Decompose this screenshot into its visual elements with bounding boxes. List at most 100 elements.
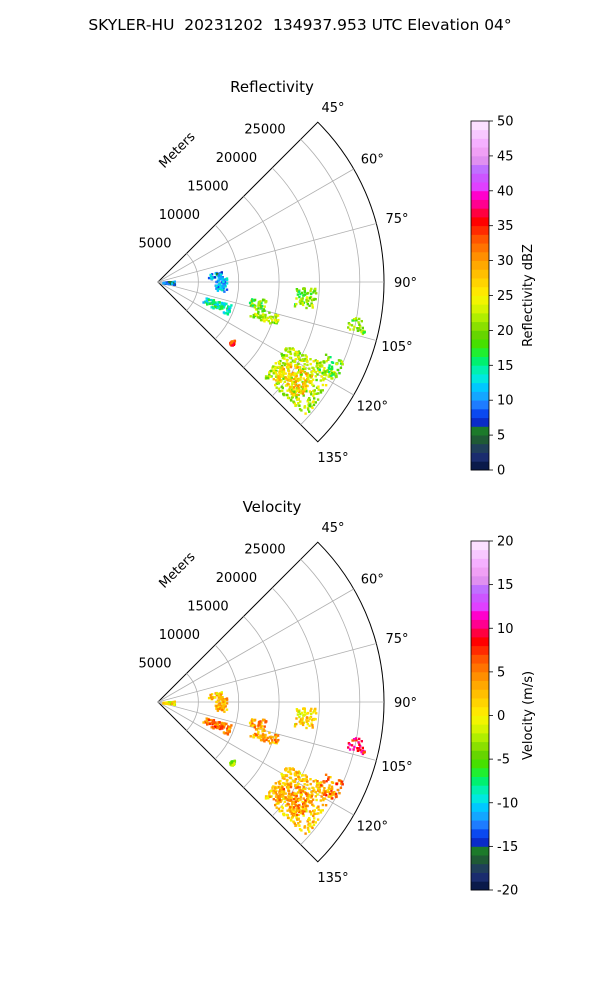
- colorbar-band: [471, 278, 489, 288]
- radar-gate: [252, 313, 255, 317]
- radar-gate: [302, 394, 305, 397]
- radar-gate: [310, 375, 313, 378]
- radar-gate: [223, 280, 227, 284]
- radar-gate: [297, 804, 300, 808]
- radar-gate: [271, 786, 274, 789]
- radar-gate: [306, 820, 309, 823]
- radar-gate: [335, 362, 338, 366]
- radar-gate: [361, 329, 365, 332]
- radar-gate: [302, 714, 305, 717]
- radar-gate: [318, 788, 321, 791]
- radar-gate: [222, 311, 226, 314]
- radar-gate: [257, 730, 260, 733]
- radar-gate: [290, 392, 293, 395]
- radar-gate: [294, 778, 297, 781]
- radar-gate: [297, 350, 301, 353]
- radar-gate: [210, 306, 213, 309]
- radar-gate: [308, 390, 312, 393]
- radar-gate: [358, 317, 361, 321]
- radar-gate: [230, 304, 233, 307]
- radar-gate: [319, 391, 323, 394]
- colorbar-band: [471, 121, 489, 131]
- radar-gate: [216, 692, 219, 696]
- reflectivity-chart: Reflectivity 45° 60° 75° 90° 105° 120° 135° 5000…: [138, 78, 536, 479]
- radar-gate: [323, 361, 326, 364]
- radar-gate: [277, 376, 280, 379]
- colorbar-band: [471, 575, 489, 586]
- radar-gate: [327, 356, 330, 359]
- radar-gate: [292, 373, 295, 377]
- radar-gate: [314, 359, 317, 362]
- radar-gate: [327, 776, 330, 779]
- radar-gate: [274, 383, 277, 387]
- radar-gate: [308, 404, 311, 408]
- radar-gate: [278, 374, 281, 377]
- radar-gate: [253, 718, 257, 722]
- radar-gate: [273, 321, 277, 325]
- radar-gate: [220, 301, 224, 305]
- radar-gate: [257, 310, 260, 313]
- radar-gate: [292, 768, 295, 771]
- radar-gate: [266, 736, 270, 740]
- radar-gate: [289, 772, 292, 776]
- radar-gate: [220, 284, 223, 288]
- radar-gate: [293, 822, 297, 825]
- radar-gate: [275, 386, 278, 389]
- radar-gate: [284, 769, 288, 772]
- radar-gate: [297, 770, 301, 773]
- radar-gate: [263, 739, 266, 742]
- velocity-chart: Velocity 45° 60° 75° 90° 105° 120° 135° 5000 1000…: [138, 498, 536, 899]
- colorbar-label: Velocity (m/s): [521, 671, 536, 760]
- radar-gate: [297, 356, 300, 359]
- radar-gate: [290, 796, 293, 800]
- radar-gate: [249, 724, 253, 727]
- colorbar-band: [471, 408, 489, 419]
- radar-gate: [319, 809, 322, 812]
- colorbar-label: Reflectivity dBZ: [521, 244, 536, 347]
- radar-gate: [293, 372, 296, 375]
- radar-gate: [348, 748, 352, 751]
- radar-gate: [297, 397, 300, 400]
- radar-gate: [339, 786, 343, 789]
- radar-gate: [223, 279, 226, 282]
- colorbar-tick-label: 20: [497, 535, 514, 550]
- colorbar-band: [471, 741, 489, 751]
- radar-gate: [299, 712, 302, 716]
- radar-gate: [354, 317, 358, 320]
- radar-gate: [221, 727, 224, 730]
- colorbar-tick-label: 45: [497, 149, 514, 164]
- radar-gate: [215, 723, 218, 726]
- radar-gate: [221, 278, 224, 282]
- radar-gate: [318, 781, 322, 785]
- radar-gate: [268, 311, 271, 314]
- radar-gate: [290, 810, 294, 814]
- colorbar-band: [471, 243, 489, 253]
- radar-gate: [352, 318, 356, 321]
- radar-gate: [311, 373, 314, 376]
- radar-gate: [303, 802, 306, 805]
- radar-gate: [341, 783, 344, 786]
- radar-gate: [294, 800, 297, 803]
- radar-gate: [278, 371, 282, 375]
- radar-gate: [166, 281, 169, 284]
- radar-gate: [299, 778, 302, 781]
- radar-gate: [259, 314, 262, 317]
- radar-gate: [287, 376, 291, 379]
- radar-gate: [215, 280, 218, 284]
- range-tick-label: 5000: [138, 236, 171, 251]
- radar-gate: [253, 298, 257, 302]
- radar-gate: [310, 719, 314, 722]
- radar-gate: [304, 357, 307, 361]
- radar-gate: [281, 786, 284, 789]
- radar-gate: [309, 782, 312, 786]
- radar-gate: [305, 378, 309, 381]
- radar-gate: [282, 813, 285, 816]
- radar-gate: [298, 352, 302, 355]
- colorbar-tick-label: -5: [497, 753, 510, 768]
- radar-gate: [281, 386, 284, 390]
- radar-gate: [260, 721, 263, 724]
- radar-gate: [301, 370, 305, 373]
- radar-gate: [301, 774, 304, 777]
- radar-gate: [284, 349, 288, 352]
- radar-gate: [311, 370, 315, 373]
